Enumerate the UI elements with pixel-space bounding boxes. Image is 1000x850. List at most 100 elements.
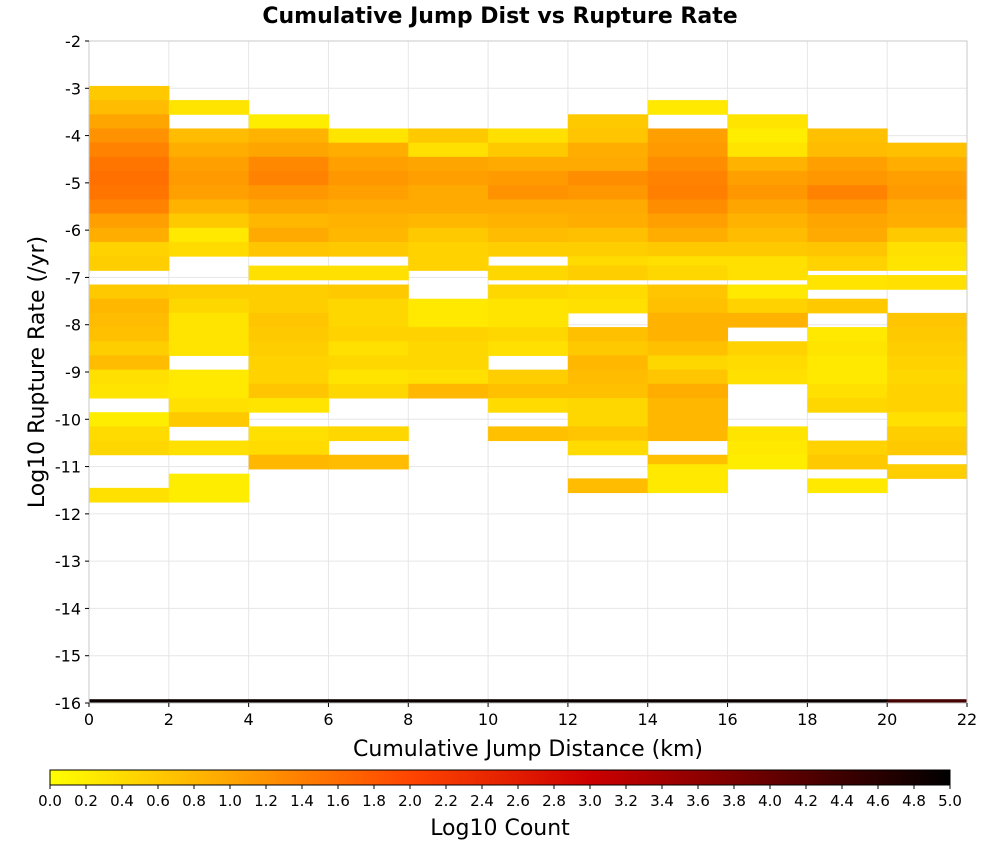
- colorbar-tick-label: 4.4: [830, 792, 854, 810]
- heatmap-cell: [488, 128, 569, 144]
- heatmap-cell: [727, 699, 808, 703]
- heatmap-cell: [727, 341, 808, 356]
- heatmap-cell: [89, 227, 170, 243]
- heatmap-cell: [567, 114, 649, 129]
- heatmap-cell: [89, 142, 170, 158]
- heatmap-cell: [408, 199, 489, 215]
- heatmap-cell: [647, 369, 729, 385]
- heatmap-cell: [488, 171, 569, 186]
- x-tick-label: 14: [638, 710, 658, 729]
- heatmap-cell: [887, 398, 968, 413]
- heatmap-cell: [408, 327, 489, 342]
- x-tick-label: 12: [558, 710, 578, 729]
- y-tick-label: -3: [65, 79, 81, 98]
- heatmap-cell: [328, 185, 409, 200]
- heatmap-cell: [647, 412, 729, 427]
- colorbar-tick-label: 4.6: [866, 792, 890, 810]
- heatmap-cell: [488, 341, 569, 356]
- y-tick-label: -6: [65, 221, 81, 240]
- heatmap-cell: [328, 355, 409, 371]
- heatmap-cell: [727, 355, 808, 371]
- heatmap-cell: [89, 699, 170, 703]
- heatmap-cell: [807, 171, 888, 186]
- heatmap-cell: [807, 398, 888, 413]
- heatmap-cell: [168, 100, 250, 115]
- colorbar-tick-label: 0.8: [182, 792, 206, 810]
- y-tick-label: -12: [55, 505, 81, 524]
- heatmap-cell: [248, 171, 329, 186]
- heatmap-cell: [647, 383, 729, 399]
- heatmap-cell: [807, 341, 888, 356]
- heatmap-cell: [248, 199, 329, 215]
- heatmap-cell: [408, 213, 489, 229]
- heatmap-cell: [488, 312, 569, 328]
- heatmap-cell: [647, 265, 729, 281]
- heatmap-cell: [328, 199, 409, 215]
- heatmap-cell: [248, 227, 329, 243]
- heatmap-cell: [168, 213, 250, 229]
- heatmap-cell: [408, 312, 489, 328]
- heatmap-cell: [408, 171, 489, 186]
- x-tick-label: 0: [84, 710, 94, 729]
- heatmap-cell: [647, 478, 729, 494]
- heatmap-cell: [807, 213, 888, 229]
- heatmap-cell: [89, 284, 170, 300]
- heatmap-cell: [488, 426, 569, 442]
- heatmap-cell: [807, 454, 888, 470]
- heatmap-cell: [328, 327, 409, 342]
- heatmap-cell: [328, 454, 409, 470]
- heatmap-cell: [248, 699, 329, 703]
- heatmap-cell: [328, 312, 409, 328]
- colorbar-tick-label: 4.8: [902, 792, 926, 810]
- heatmap-cell: [89, 128, 170, 144]
- heatmap-cell: [248, 142, 329, 158]
- heatmap-cell: [567, 298, 649, 314]
- colorbar-tick-label: 1.0: [218, 792, 242, 810]
- heatmap-cell: [328, 383, 409, 399]
- heatmap-cell: [727, 298, 808, 314]
- heatmap-cell: [168, 199, 250, 215]
- heatmap-cell: [248, 213, 329, 229]
- colorbar-gradient: [49, 769, 951, 786]
- heatmap-cell: [647, 213, 729, 229]
- heatmap-cell: [89, 426, 170, 442]
- heatmap-cell: [89, 312, 170, 328]
- heatmap-cell: [168, 227, 250, 243]
- heatmap-cell: [408, 355, 489, 371]
- heatmap-cell: [248, 369, 329, 385]
- heatmap-cell: [647, 464, 729, 479]
- heatmap-cell: [168, 699, 250, 703]
- heatmap-cell: [328, 227, 409, 243]
- heatmap-cell: [328, 241, 409, 257]
- heatmap-cell: [89, 213, 170, 229]
- heatmap-cell: [807, 383, 888, 399]
- heatmap-cell: [647, 699, 729, 703]
- heatmap-cell: [727, 369, 808, 385]
- colorbar-tick-label: 2.4: [470, 792, 494, 810]
- colorbar-tick-label: 4.0: [758, 792, 782, 810]
- heatmap-cell: [168, 412, 250, 427]
- heatmap-cell: [807, 298, 888, 314]
- heatmap-cell: [887, 355, 968, 371]
- x-tick-label: 2: [164, 710, 174, 729]
- heatmap-cell: [567, 265, 649, 281]
- heatmap-cell: [168, 440, 250, 456]
- heatmap-cell: [408, 699, 489, 703]
- y-tick-label: -8: [65, 316, 81, 335]
- colorbar-ticks: 0.0 0.2 0.4 0.6 0.8 1.0 1.2 1.4 1.6 1.8 2.0 2.2 2.4 2…: [38, 785, 962, 810]
- heatmap-cell: [89, 487, 170, 503]
- heatmap-cell: [168, 128, 250, 144]
- heatmap-cell: [647, 327, 729, 342]
- heatmap-cell: [647, 312, 729, 328]
- heatmap-cell: [727, 128, 808, 144]
- heatmap-cell: [807, 142, 888, 158]
- heatmap-cell: [328, 426, 409, 442]
- heatmap-cell: [567, 128, 649, 144]
- heatmap-cell: [248, 185, 329, 200]
- heatmap-cell: [567, 355, 649, 371]
- y-tick-label: -10: [55, 410, 81, 429]
- y-tick-label: -2: [65, 32, 81, 51]
- heatmap-cell: [89, 298, 170, 314]
- heatmap-cell: [168, 369, 250, 385]
